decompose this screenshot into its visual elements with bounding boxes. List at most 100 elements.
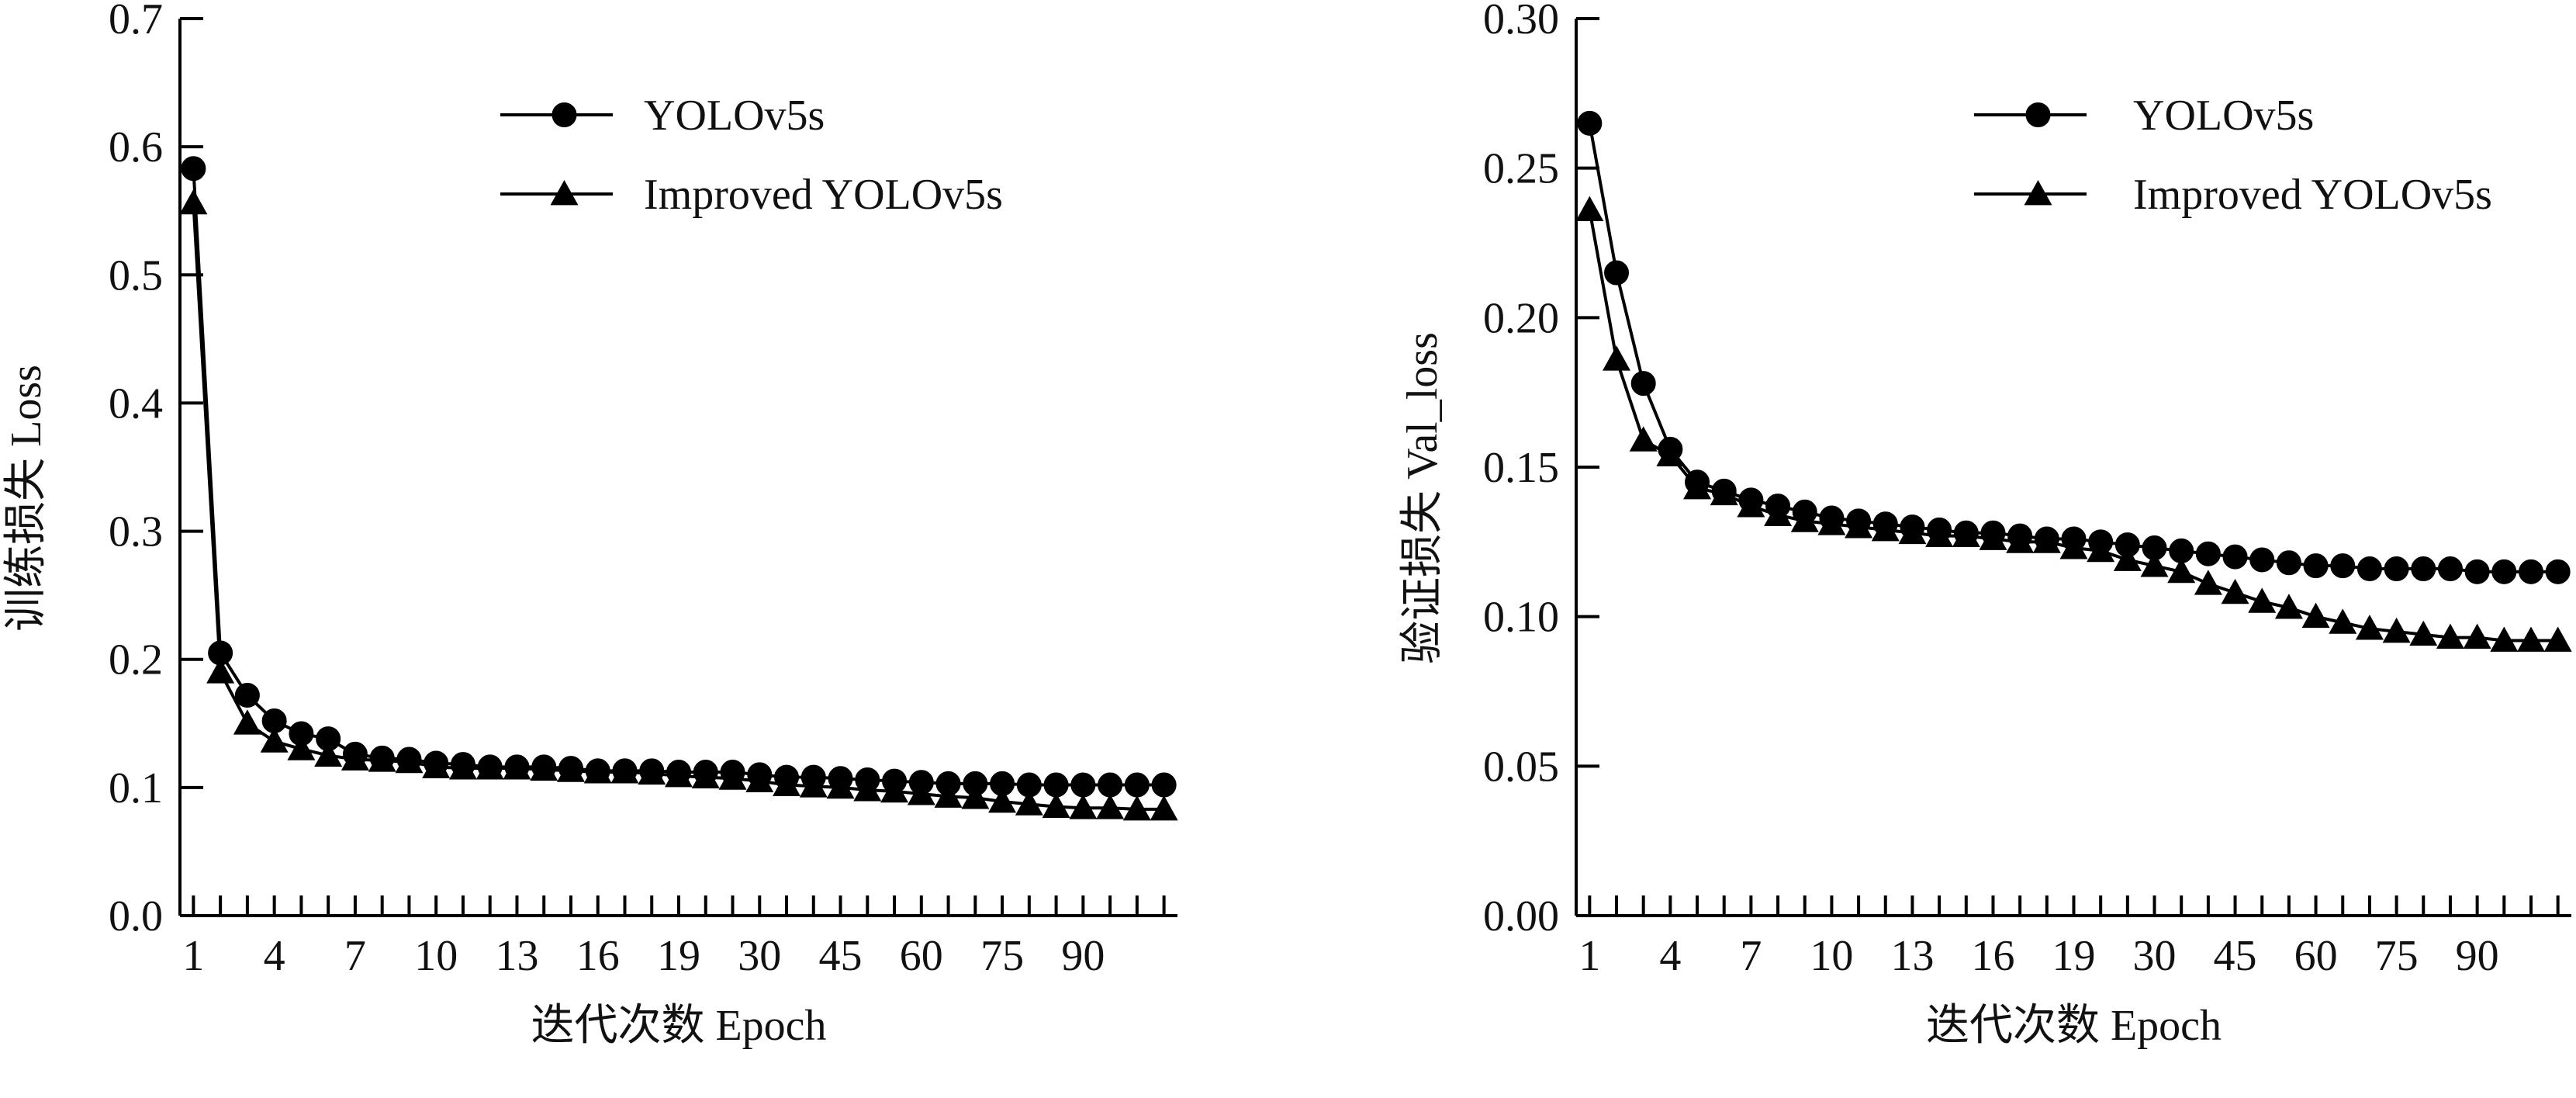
x-tick-label: 13 <box>1890 932 1934 980</box>
data-point <box>1042 792 1070 819</box>
legend-label: YOLOv5s <box>644 92 825 140</box>
data-point <box>2491 559 2517 584</box>
legend-label: YOLOv5s <box>2133 92 2314 140</box>
y-tick-label: 0.3 <box>109 508 163 556</box>
y-tick-label: 0.1 <box>109 764 163 812</box>
x-tick-label: 10 <box>414 932 458 980</box>
chart-1: 0.0 0.1 0.2 0.3 0.4 0.5 0.6 0.7 1 4 7 10 13 16 19 30 45 6… <box>2 0 1178 1050</box>
data-point <box>745 767 774 792</box>
x-tick-label: 75 <box>980 932 1024 980</box>
y-tick-label: 0.10 <box>1483 594 1559 642</box>
legend-marker <box>550 180 579 206</box>
x-axis-title: 迭代次数 Epoch <box>531 1002 826 1050</box>
data-point <box>234 682 260 708</box>
data-point <box>2303 553 2329 579</box>
x-tick-label: 4 <box>264 932 285 980</box>
data-point <box>503 754 531 780</box>
data-point <box>556 757 585 782</box>
y-tick-label: 0.7 <box>109 0 163 43</box>
data-point <box>1070 772 1096 798</box>
data-point <box>2545 559 2571 584</box>
x-axis-title: 迭代次数 Epoch <box>1926 1002 2222 1050</box>
data-point <box>691 763 720 789</box>
x-tick-label: 30 <box>738 932 781 980</box>
y-axis-title: 训练损失 Loss <box>2 365 50 632</box>
x-tick-label: 90 <box>2456 932 2499 980</box>
x-tick-label: 13 <box>495 932 538 980</box>
y-tick-label: 0.15 <box>1483 444 1559 492</box>
data-point <box>2248 587 2277 613</box>
data-point <box>934 782 963 808</box>
data-point <box>2384 556 2409 582</box>
data-point <box>853 776 882 802</box>
data-point <box>988 788 1017 813</box>
data-point <box>2463 623 2491 649</box>
data-point <box>1629 426 1658 452</box>
y-tick-label: 0.4 <box>109 379 163 428</box>
series-yolov5s <box>181 156 1177 798</box>
x-tick-label: 90 <box>1061 932 1105 980</box>
data-point <box>1151 772 1177 798</box>
data-point <box>395 747 424 774</box>
series-line <box>192 168 1164 787</box>
data-point <box>530 755 558 781</box>
data-point <box>880 777 909 803</box>
data-point <box>233 709 261 735</box>
data-point <box>1098 772 1123 798</box>
legend-marker <box>552 102 577 127</box>
x-tick-label: 4 <box>1659 932 1681 980</box>
data-point <box>2249 547 2275 573</box>
x-tick-label: 60 <box>2294 932 2338 980</box>
data-point <box>1764 501 1793 527</box>
data-point <box>1656 441 1685 466</box>
data-point <box>1603 345 1631 371</box>
data-point <box>2329 608 2357 634</box>
data-point <box>2006 528 2035 553</box>
data-point <box>2276 550 2301 576</box>
data-point <box>206 658 235 684</box>
data-point <box>1015 790 1043 816</box>
data-point <box>1630 371 1656 397</box>
y-tick-label: 0.20 <box>1483 294 1559 342</box>
series-line <box>1588 210 2558 643</box>
data-point <box>1952 521 1980 548</box>
data-point <box>583 758 612 784</box>
data-point <box>1069 794 1098 819</box>
data-point <box>1124 772 1150 798</box>
x-tick-label: 16 <box>576 932 620 980</box>
x-tick-label: 45 <box>819 932 863 980</box>
data-point <box>1122 795 1151 821</box>
x-tick-label: 19 <box>2052 932 2096 980</box>
data-point <box>718 764 747 790</box>
x-tick-label: 45 <box>2214 932 2257 980</box>
y-tick-label: 0.0 <box>109 892 163 940</box>
data-point <box>1871 515 1900 542</box>
data-point <box>826 773 855 799</box>
data-point <box>1710 480 1738 506</box>
data-point <box>2436 623 2464 649</box>
data-point <box>448 754 477 780</box>
data-point <box>287 735 316 760</box>
data-point <box>2464 559 2490 584</box>
series-improved-yolov5s <box>179 189 1178 821</box>
legend-entry: Improved YOLOv5s <box>500 171 1003 219</box>
x-tick-label: 16 <box>1971 932 2014 980</box>
data-point <box>2222 544 2248 570</box>
data-point <box>2411 556 2436 582</box>
data-point <box>2356 556 2382 582</box>
data-point <box>1817 510 1846 535</box>
y-tick-label: 0.05 <box>1483 743 1559 791</box>
legend-entry: Improved YOLOv5s <box>1974 171 2492 219</box>
data-point <box>2087 536 2115 563</box>
data-point <box>799 772 828 798</box>
legend-marker <box>2025 102 2051 127</box>
legend-label: Improved YOLOv5s <box>2133 171 2492 219</box>
data-point <box>1683 473 1712 500</box>
x-tick-label: 1 <box>1578 932 1600 980</box>
x-tick-label: 1 <box>182 932 204 980</box>
series-improved-yolov5s <box>1575 196 2572 652</box>
data-point <box>368 746 396 772</box>
data-point <box>2330 553 2356 579</box>
data-point <box>1925 521 1954 548</box>
